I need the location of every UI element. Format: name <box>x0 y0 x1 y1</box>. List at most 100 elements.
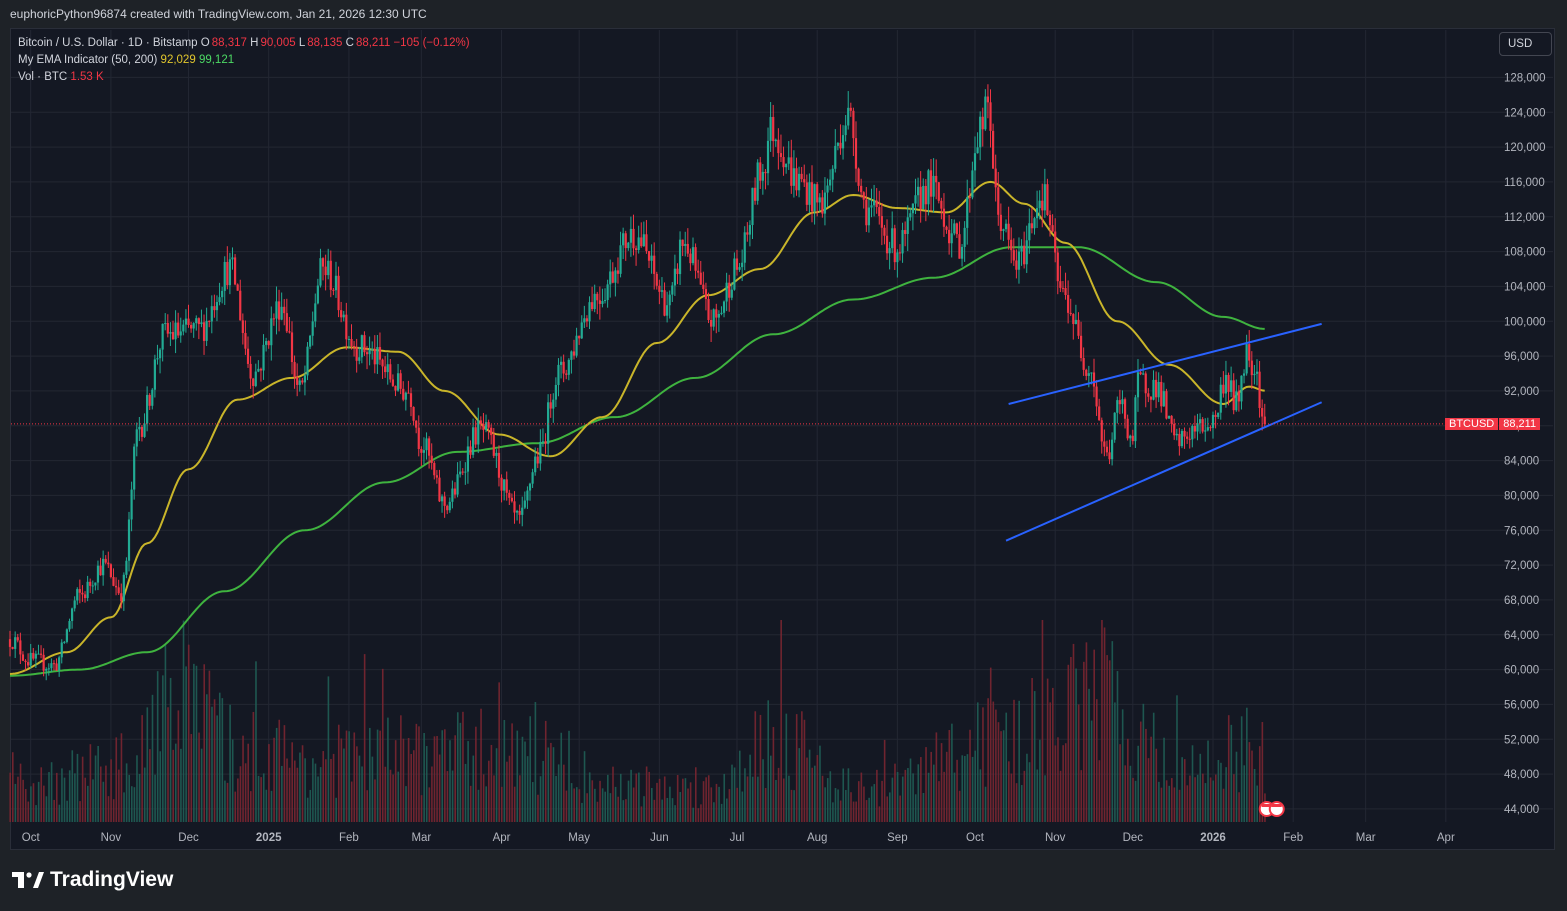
volume-bar <box>24 789 27 822</box>
volume-bar <box>816 755 819 822</box>
legend-volume-row[interactable]: Vol · BTC 1.53 K <box>18 69 470 86</box>
volume-bar <box>1090 720 1093 822</box>
volume-bar <box>423 733 425 822</box>
volume-bar <box>40 767 43 822</box>
candle-body <box>914 195 917 204</box>
candle-body <box>337 275 340 311</box>
volume-bar <box>293 760 296 822</box>
volume-bar <box>940 743 943 822</box>
volume-bar <box>754 711 757 822</box>
candle-body <box>78 589 81 593</box>
volume-bar <box>741 791 744 822</box>
candle-body <box>673 268 676 286</box>
candle-body <box>334 275 338 291</box>
volume-bar <box>764 787 767 822</box>
legend-close-value: 88,211 <box>355 37 391 49</box>
candle-body <box>885 235 889 254</box>
volume-bar <box>542 760 544 822</box>
candle-body <box>21 654 25 661</box>
candle-body <box>862 192 865 200</box>
candle-body <box>1095 386 1098 407</box>
volume-bar <box>268 744 270 822</box>
volume-bar <box>475 726 477 822</box>
candle-body <box>883 227 886 236</box>
candle-body <box>1191 425 1194 440</box>
volume-bar <box>692 807 694 822</box>
volume-bar <box>1238 792 1240 822</box>
volume-bar <box>575 787 578 822</box>
candle-body <box>666 305 669 316</box>
candle-body <box>684 243 687 246</box>
tradingview-logo[interactable]: TradingView <box>12 868 173 892</box>
price-tick-label: 116,000 <box>1504 177 1545 189</box>
volume-bar <box>917 764 920 822</box>
volume-bar <box>539 776 542 822</box>
volume-bar <box>436 736 438 822</box>
volume-bar <box>601 788 604 822</box>
chart-frame[interactable] <box>10 28 1555 850</box>
candle-body <box>1025 240 1028 265</box>
candle-body <box>632 228 635 249</box>
candle-body <box>1245 344 1248 374</box>
volume-bar <box>788 775 790 822</box>
volume-bar <box>402 738 405 822</box>
volume-bar <box>860 772 863 822</box>
volume-bar <box>63 777 66 822</box>
candle-body <box>1030 223 1034 229</box>
volume-bar <box>591 780 594 822</box>
volume-bar <box>43 785 45 822</box>
candle-body <box>637 237 640 251</box>
candle-body <box>208 320 211 322</box>
volume-bar <box>971 756 974 822</box>
candle-body <box>1028 223 1031 241</box>
legend-ema-name[interactable]: My EMA Indicator (50, 200) <box>18 54 158 66</box>
candle-body <box>94 582 97 586</box>
candle-body <box>471 427 475 455</box>
candle-body <box>860 185 863 193</box>
candle-body <box>764 171 767 174</box>
candle-body <box>466 446 470 472</box>
candle-body <box>102 558 105 576</box>
legend-volume-name[interactable]: Vol · BTC <box>18 71 68 83</box>
candle-body <box>813 184 816 212</box>
volume-bar <box>759 714 762 822</box>
volume-bar <box>1147 758 1150 822</box>
candle-body <box>265 341 268 345</box>
candle-body <box>1157 381 1160 398</box>
volume-bar <box>982 707 984 822</box>
volume-bar <box>896 772 899 822</box>
volume-bar <box>469 785 472 822</box>
candle-body <box>1193 425 1196 432</box>
legend-ema-row[interactable]: My EMA Indicator (50, 200) 92,029 99,121 <box>18 52 470 69</box>
candle-body <box>1240 375 1243 402</box>
volume-bar <box>1002 730 1005 822</box>
volume-bar <box>345 730 348 822</box>
candle-body <box>70 608 74 622</box>
volume-bar <box>224 780 226 822</box>
volume-bar <box>1033 691 1036 822</box>
candle-body <box>634 248 638 251</box>
currency-button[interactable]: USD <box>1499 32 1552 56</box>
legend-symbol[interactable]: Bitcoin / U.S. Dollar · 1D · Bitstamp <box>18 37 198 49</box>
candle-body <box>1230 380 1233 392</box>
candle-body <box>86 581 89 599</box>
volume-bar <box>319 767 322 822</box>
candle-body <box>769 116 772 141</box>
volume-bar <box>811 767 814 822</box>
volume-bar <box>35 805 37 822</box>
trendlines <box>1005 322 1323 542</box>
candle-body <box>68 621 71 630</box>
volume-bar <box>609 793 612 822</box>
candle-body <box>1250 360 1253 376</box>
candle-body <box>872 200 876 206</box>
time-tick-label: Aug <box>807 832 827 844</box>
candle-body <box>89 581 92 586</box>
volume-bar <box>1039 739 1041 822</box>
candle-body <box>650 255 653 261</box>
volume-bar <box>995 709 997 822</box>
volume-bar <box>563 764 565 822</box>
candle-body <box>603 299 607 302</box>
candle-body <box>1038 200 1041 209</box>
